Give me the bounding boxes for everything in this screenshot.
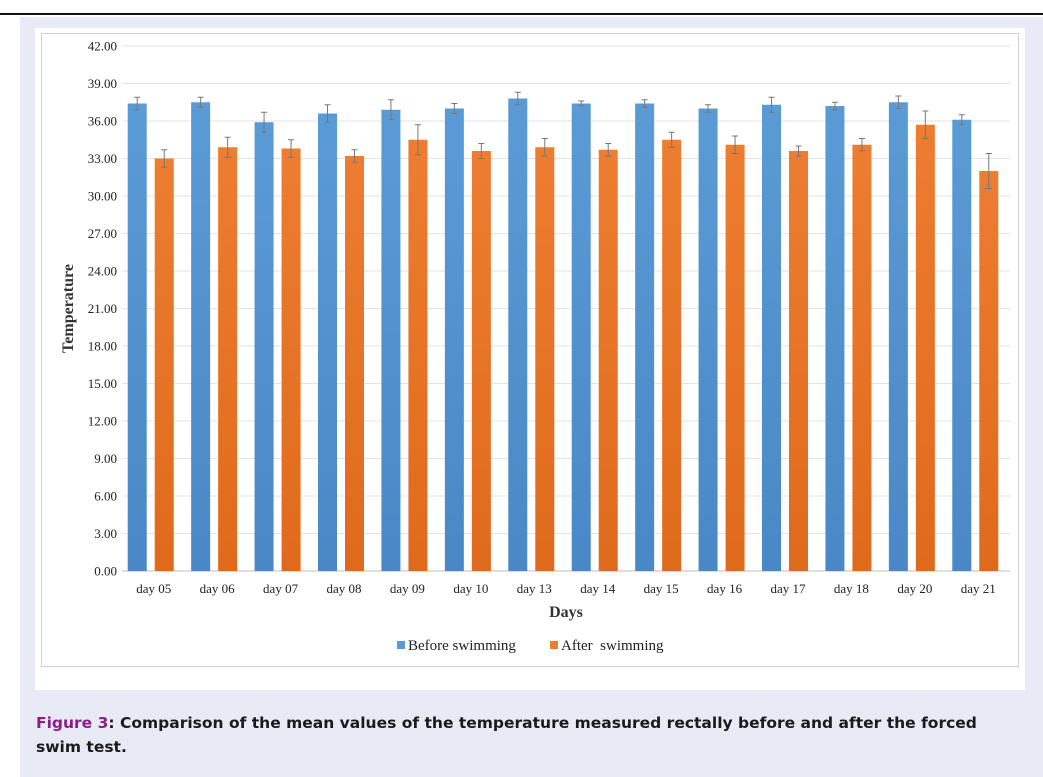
bar-after-swimming <box>155 159 174 572</box>
bar-after-swimming <box>916 125 935 571</box>
bar-after-swimming <box>535 147 554 571</box>
y-tick-label: 15.00 <box>88 376 117 391</box>
bar-before-swimming <box>699 109 718 572</box>
y-tick-label: 3.00 <box>94 526 117 541</box>
bar-before-swimming <box>762 105 781 571</box>
y-tick-label: 24.00 <box>88 264 117 279</box>
figure-separator: : <box>108 714 120 732</box>
bar-after-swimming <box>726 145 745 571</box>
bar-after-swimming <box>852 145 871 571</box>
bar-after-swimming <box>408 140 427 571</box>
y-tick-label: 27.00 <box>88 226 117 241</box>
bar-after-swimming <box>345 156 364 571</box>
bar-before-swimming <box>825 106 844 571</box>
bar-before-swimming <box>255 122 274 571</box>
bar-before-swimming <box>318 114 337 572</box>
x-tick-label: day 08 <box>326 581 361 596</box>
x-tick-label: day 18 <box>834 581 869 596</box>
bar-before-swimming <box>952 120 971 571</box>
y-tick-label: 9.00 <box>94 451 117 466</box>
x-tick-label: day 10 <box>453 581 488 596</box>
x-tick-label: day 07 <box>263 581 299 596</box>
y-axis-title: Temperature <box>60 264 77 353</box>
bar-after-swimming <box>662 140 681 571</box>
y-tick-label: 0.00 <box>94 564 117 579</box>
bar-after-swimming <box>472 151 491 571</box>
x-tick-label: day 16 <box>707 581 743 596</box>
bar-before-swimming <box>191 102 210 571</box>
bar-after-swimming <box>789 151 808 571</box>
bar-before-swimming <box>635 104 654 572</box>
legend-label-after: After swimming <box>561 638 664 654</box>
bar-after-swimming <box>599 150 618 571</box>
y-tick-label: 42.00 <box>88 39 117 54</box>
bar-before-swimming <box>381 110 400 571</box>
y-tick-label: 39.00 <box>88 76 117 91</box>
bar-before-swimming <box>508 99 527 572</box>
legend-label-before: Before swimming <box>408 638 516 654</box>
y-tick-label: 21.00 <box>88 301 117 316</box>
y-tick-label: 36.00 <box>88 114 117 129</box>
y-tick-label: 33.00 <box>88 151 117 166</box>
bar-before-swimming <box>445 109 464 572</box>
bar-after-swimming <box>282 149 301 572</box>
bar-before-swimming <box>889 102 908 571</box>
bar-before-swimming <box>128 104 147 572</box>
x-tick-label: day 17 <box>770 581 806 596</box>
figure-caption: Figure 3: Comparison of the mean values … <box>36 711 1021 759</box>
bar-after-swimming <box>218 147 237 571</box>
x-tick-label: day 09 <box>390 581 425 596</box>
legend-swatch-before <box>397 641 405 649</box>
x-tick-label: day 13 <box>517 581 552 596</box>
figure-label: Figure 3 <box>36 714 108 732</box>
x-axis-title: Days <box>549 604 583 621</box>
legend-swatch-after <box>550 641 558 649</box>
x-tick-label: day 20 <box>897 581 932 596</box>
y-tick-label: 30.00 <box>88 189 117 204</box>
y-tick-label: 18.00 <box>88 339 117 354</box>
figure-caption-text: Comparison of the mean values of the tem… <box>36 714 977 756</box>
x-tick-label: day 05 <box>136 581 171 596</box>
bar-after-swimming <box>979 171 998 571</box>
y-tick-label: 12.00 <box>88 414 117 429</box>
x-tick-label: day 14 <box>580 581 616 596</box>
x-tick-label: day 21 <box>961 581 996 596</box>
x-tick-label: day 06 <box>200 581 236 596</box>
bar-before-swimming <box>572 104 591 572</box>
x-tick-label: day 15 <box>644 581 679 596</box>
y-tick-label: 6.00 <box>94 489 117 504</box>
